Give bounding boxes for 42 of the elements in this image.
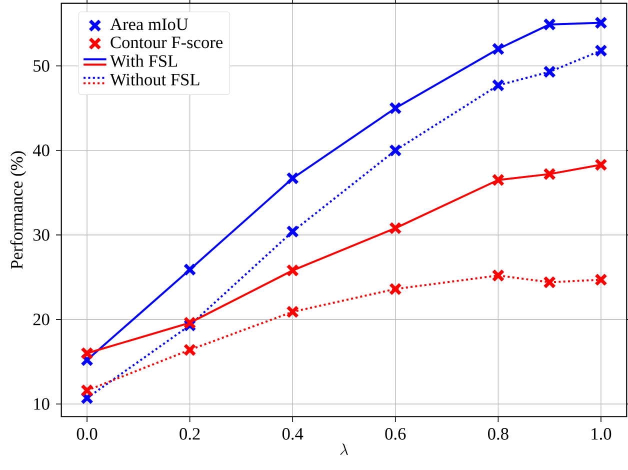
point <box>492 174 505 186</box>
point <box>286 305 300 318</box>
point <box>492 269 505 282</box>
point <box>388 222 402 235</box>
point <box>286 264 300 277</box>
point <box>183 263 196 276</box>
annotation: With FSL <box>110 54 178 67</box>
point <box>543 65 556 78</box>
y-axis-title: Performance (%) <box>10 151 26 269</box>
point <box>286 172 300 185</box>
annotation: Without FSL <box>110 73 200 86</box>
point <box>594 16 608 30</box>
point <box>183 316 196 330</box>
y-tick-label: 10 <box>34 398 50 410</box>
point <box>543 168 556 181</box>
point <box>594 44 608 58</box>
y-tick-label: 40 <box>32 144 50 156</box>
x-tick-label: 0.8 <box>488 428 508 440</box>
point <box>388 282 402 296</box>
point <box>80 346 94 360</box>
point <box>388 102 402 115</box>
point <box>543 18 556 31</box>
point <box>492 42 505 56</box>
point <box>594 273 608 286</box>
point <box>183 343 196 356</box>
point <box>80 384 94 397</box>
x-tick-label: 1.0 <box>592 428 612 440</box>
x-tick-label: 0.2 <box>180 428 200 440</box>
x-tick-label: 0.0 <box>76 428 98 440</box>
point <box>594 158 608 172</box>
point <box>492 78 505 92</box>
x-tick-label: 0.6 <box>385 428 406 440</box>
y-tick-label: 50 <box>34 60 50 72</box>
y-tick-label: 20 <box>33 314 50 326</box>
legend-label: Contour F-score <box>110 36 223 48</box>
legend-label: Area mIoU <box>110 18 188 30</box>
y-tick-label: 30 <box>33 229 50 241</box>
x-tick-label: 0.4 <box>282 428 304 440</box>
point <box>543 276 556 289</box>
x-axis-title: $\lambda$ <box>340 444 348 455</box>
point <box>286 225 300 238</box>
point <box>388 144 402 157</box>
